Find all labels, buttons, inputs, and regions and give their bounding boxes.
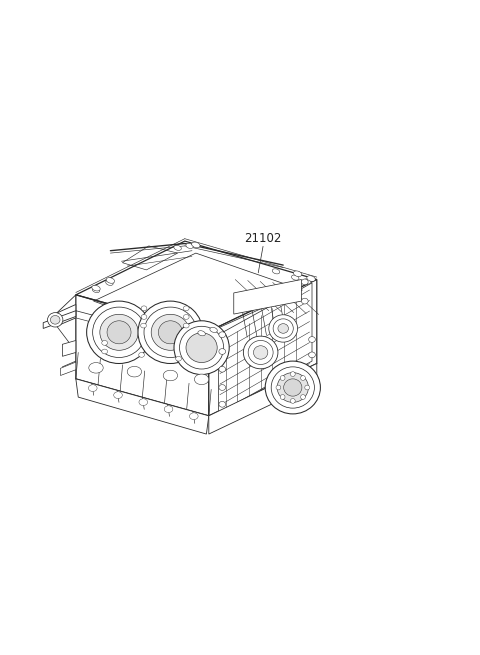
Ellipse shape	[48, 312, 63, 327]
Ellipse shape	[219, 366, 226, 372]
Ellipse shape	[106, 278, 115, 283]
Ellipse shape	[278, 324, 288, 333]
Ellipse shape	[269, 315, 298, 342]
Ellipse shape	[290, 398, 295, 403]
Ellipse shape	[141, 323, 146, 328]
Ellipse shape	[141, 306, 147, 310]
Ellipse shape	[102, 349, 108, 354]
Ellipse shape	[192, 242, 200, 248]
Ellipse shape	[305, 385, 310, 390]
Ellipse shape	[198, 331, 205, 336]
Polygon shape	[234, 280, 301, 314]
Ellipse shape	[301, 298, 308, 304]
Ellipse shape	[248, 341, 273, 364]
Ellipse shape	[243, 336, 278, 369]
Polygon shape	[76, 295, 209, 416]
Ellipse shape	[92, 286, 100, 291]
Ellipse shape	[276, 385, 281, 390]
Ellipse shape	[141, 314, 147, 320]
Ellipse shape	[174, 321, 229, 375]
Ellipse shape	[158, 321, 182, 344]
Polygon shape	[62, 341, 76, 356]
Ellipse shape	[219, 402, 226, 407]
Text: 21102: 21102	[244, 232, 282, 245]
Ellipse shape	[176, 356, 181, 361]
Ellipse shape	[280, 375, 285, 381]
Ellipse shape	[144, 307, 197, 358]
Ellipse shape	[210, 328, 217, 333]
Ellipse shape	[183, 323, 189, 328]
Polygon shape	[60, 362, 76, 375]
Ellipse shape	[293, 271, 302, 276]
Ellipse shape	[300, 375, 305, 381]
Ellipse shape	[300, 394, 305, 400]
Ellipse shape	[180, 326, 224, 369]
Polygon shape	[57, 305, 76, 326]
Ellipse shape	[92, 288, 100, 293]
Ellipse shape	[309, 337, 315, 343]
Polygon shape	[218, 283, 312, 413]
Ellipse shape	[186, 244, 193, 248]
Ellipse shape	[186, 333, 217, 362]
Ellipse shape	[164, 406, 173, 413]
Ellipse shape	[219, 384, 226, 390]
Polygon shape	[209, 280, 317, 416]
Ellipse shape	[272, 269, 280, 274]
Ellipse shape	[309, 352, 315, 358]
Ellipse shape	[253, 346, 268, 359]
Ellipse shape	[139, 399, 148, 405]
Ellipse shape	[106, 280, 113, 286]
Ellipse shape	[151, 314, 190, 350]
Ellipse shape	[194, 374, 209, 384]
Ellipse shape	[127, 366, 142, 377]
Ellipse shape	[183, 314, 189, 320]
Ellipse shape	[271, 367, 314, 408]
Ellipse shape	[301, 279, 308, 285]
Ellipse shape	[100, 314, 138, 350]
Ellipse shape	[303, 279, 311, 284]
Ellipse shape	[277, 373, 309, 402]
Ellipse shape	[284, 379, 302, 396]
Ellipse shape	[86, 301, 152, 364]
Ellipse shape	[50, 316, 60, 324]
Ellipse shape	[190, 413, 198, 420]
Ellipse shape	[280, 394, 285, 400]
Ellipse shape	[219, 332, 226, 337]
Polygon shape	[43, 310, 76, 328]
Ellipse shape	[89, 362, 103, 373]
Ellipse shape	[291, 275, 299, 280]
Ellipse shape	[93, 307, 145, 358]
Ellipse shape	[163, 370, 178, 381]
Ellipse shape	[273, 319, 293, 338]
Ellipse shape	[183, 306, 189, 310]
Polygon shape	[209, 364, 317, 434]
Polygon shape	[76, 379, 209, 434]
Ellipse shape	[88, 384, 97, 392]
Polygon shape	[76, 241, 317, 331]
Ellipse shape	[174, 245, 181, 250]
Ellipse shape	[307, 276, 315, 282]
Ellipse shape	[138, 301, 203, 364]
Ellipse shape	[107, 321, 131, 344]
Ellipse shape	[265, 361, 321, 414]
Ellipse shape	[139, 352, 144, 357]
Ellipse shape	[114, 392, 122, 398]
Ellipse shape	[290, 371, 295, 377]
Ellipse shape	[219, 348, 226, 354]
Ellipse shape	[102, 341, 108, 345]
